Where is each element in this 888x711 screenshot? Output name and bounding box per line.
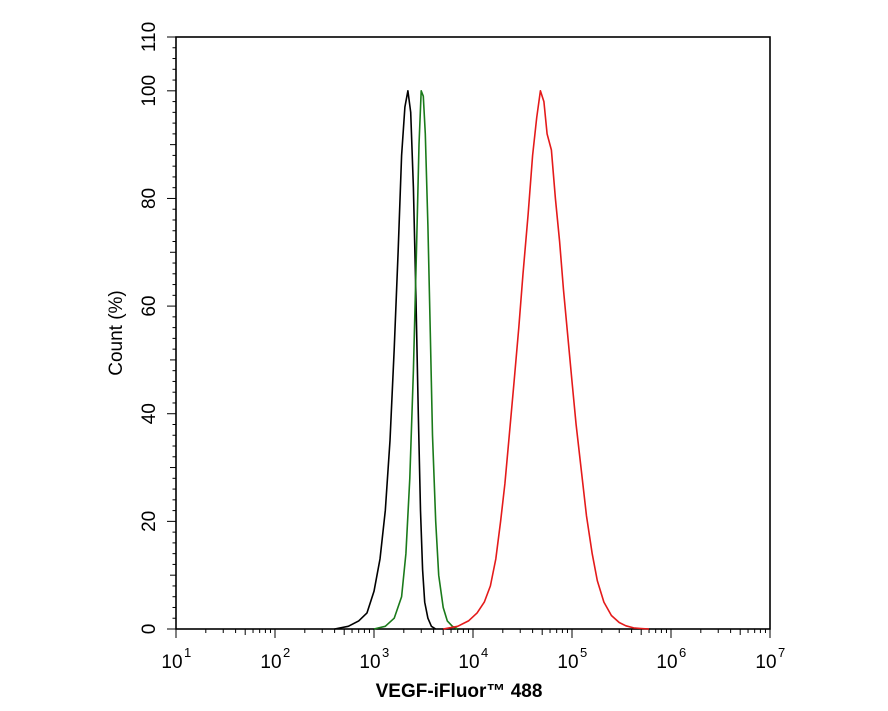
- x-tick-base: 10: [161, 652, 182, 673]
- x-tick-exponent: 7: [778, 645, 785, 660]
- x-tick-base: 10: [656, 652, 677, 673]
- x-tick-base: 10: [557, 652, 578, 673]
- x-tick-exponent: 5: [580, 645, 587, 660]
- x-tick-label: 10 2: [260, 645, 290, 673]
- y-axis-label: Count (%): [106, 290, 127, 376]
- plot-frame: [175, 36, 771, 630]
- x-axis-label: VEGF-iFluor™ 488: [376, 681, 543, 702]
- x-axis: 10 1 10 2 10 3 10 4 10 5 10 6 10 7: [161, 629, 785, 673]
- x-tick-label: 10 1: [161, 645, 191, 673]
- series-2-line: [443, 90, 650, 630]
- y-tick-label: 80: [139, 188, 160, 209]
- y-tick-label: 40: [139, 403, 160, 424]
- y-tick-label: 100: [139, 75, 160, 107]
- y-axis: 0 20 40 60 80 100 110: [139, 22, 176, 634]
- x-tick-label: 10 3: [359, 645, 389, 673]
- x-tick-base: 10: [359, 652, 380, 673]
- x-tick-label: 10 7: [755, 645, 785, 673]
- series-0-line: [334, 90, 437, 630]
- y-tick-label: 20: [139, 511, 160, 532]
- x-tick-exponent: 6: [679, 645, 686, 660]
- x-tick-exponent: 4: [481, 645, 488, 660]
- x-tick-label: 10 6: [656, 645, 686, 673]
- x-tick-base: 10: [755, 652, 776, 673]
- x-tick-label: 10 4: [458, 645, 488, 673]
- x-tick-exponent: 2: [283, 645, 290, 660]
- x-tick-base: 10: [458, 652, 479, 673]
- x-tick-base: 10: [260, 652, 281, 673]
- series-layer: [334, 90, 650, 630]
- x-tick-exponent: 1: [184, 645, 191, 660]
- series-1-line: [373, 90, 459, 630]
- y-tick-label: 110: [139, 22, 160, 52]
- y-tick-label: 0: [139, 624, 160, 635]
- x-tick-label: 10 5: [557, 645, 587, 673]
- y-tick-label: 60: [139, 296, 160, 317]
- x-tick-exponent: 3: [382, 645, 389, 660]
